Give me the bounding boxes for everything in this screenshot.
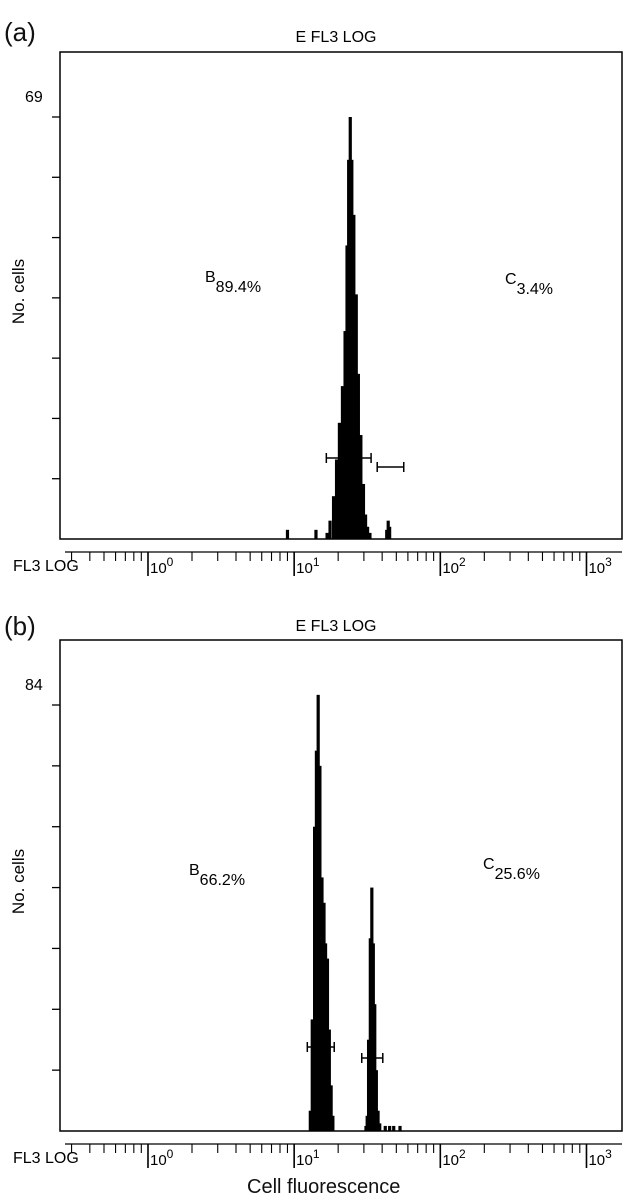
histogram-bar [345,245,349,539]
x-axis-name: FL3 LOG [13,558,79,575]
histogram-bar [356,373,360,539]
histogram-bar [388,526,392,539]
histogram-bar [392,1125,396,1131]
histogram-bar [352,214,356,539]
y-axis-label: No. cells [9,849,28,914]
histogram-bar [373,1004,377,1131]
histogram-bar [388,1125,392,1131]
panel-label-b: (b) [4,611,36,641]
histogram-bar [343,331,347,539]
histogram-bar [327,1029,331,1131]
histogram-bar [350,159,354,540]
plot-frame [59,639,623,1132]
x-tick-label: 100 [150,555,174,577]
chart-title: E FL3 LOG [296,618,377,635]
gate-B [306,1042,335,1052]
histogram-panel-b: E FL3 LOG No. cells 84 FL3 LOG 100 101 102 103 B… [9,618,623,1169]
x-tick-label: 102 [442,555,466,577]
histogram-bar [365,526,370,539]
histogram-bar [334,459,339,539]
histogram-bar [313,826,317,1131]
histogram-bar [323,943,328,1131]
histogram-bar [308,1110,312,1131]
histogram-bar [383,1125,387,1131]
histogram-panel-a: E FL3 LOG No. cells 69 FL3 LOG 100 101 102 103 B… [9,29,623,577]
x-tick-label: 101 [296,1147,320,1169]
histogram-bar [310,1019,314,1131]
histogram-bar [331,496,336,539]
histogram-bar [331,1115,335,1131]
histogram-bar [378,1123,382,1131]
histogram-bar [398,1125,402,1131]
x-tick-label: 102 [442,1147,466,1169]
histogram-bar [361,483,366,539]
histogram-bar [329,1085,333,1131]
chart-title: E FL3 LOG [296,29,377,46]
histogram-bar [314,750,319,1131]
x-axis-label: Cell fluorescence [247,1176,401,1198]
histogram-bar [374,1070,378,1131]
gate-C [376,462,405,472]
region-label-B: B89.4% [205,269,261,296]
x-tick-label: 101 [296,555,320,577]
histogram-bar [285,529,290,539]
histogram-bar [340,386,345,539]
histogram-bar [337,422,342,539]
histogram-bar [368,532,372,539]
region-label-C: C3.4% [505,271,553,298]
histogram-bar [328,520,332,539]
histogram-bar [325,532,329,539]
histogram-bar [314,529,318,539]
x-axis-name: FL3 LOG [13,1150,79,1167]
y-max-label: 69 [25,89,43,106]
histogram-bar [325,958,330,1131]
gate-B [325,453,372,463]
x-tick-label: 100 [150,1147,174,1169]
x-tick-label: 103 [588,555,612,577]
y-axis-label: No. cells [9,259,28,324]
histogram-bar [354,294,358,539]
histogram-bar [316,694,320,1131]
y-max-label: 84 [25,677,43,694]
histogram-bar [376,1110,380,1131]
x-tick-label: 103 [588,1147,612,1169]
histogram-bar [318,765,322,1131]
histogram-bar [320,877,324,1131]
region-label-C: C25.6% [483,856,540,883]
panel-label-a: (a) [4,17,36,47]
histogram-bar [359,435,363,539]
region-label-B: B66.2% [189,862,245,889]
gate-C [360,1053,384,1063]
histogram-bar [363,514,368,539]
histogram-bar [366,1039,371,1131]
